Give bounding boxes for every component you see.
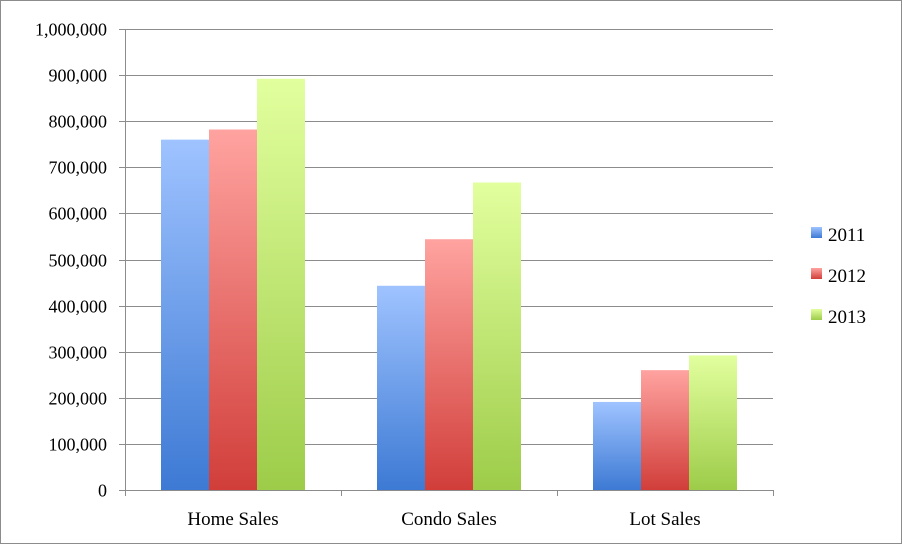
y-tick-label: 700,000 — [49, 158, 108, 178]
legend: 2011 2012 2013 — [811, 225, 866, 328]
x-category-label: Condo Sales — [401, 509, 497, 530]
legend-label: 2012 — [828, 266, 866, 287]
y-tick-label: 800,000 — [49, 112, 108, 132]
bars — [161, 78, 737, 491]
y-tick-label: 500,000 — [49, 251, 108, 271]
x-category-label: Lot Sales — [629, 509, 700, 530]
legend-label: 2011 — [828, 225, 865, 246]
bar — [641, 370, 689, 490]
axes — [119, 29, 774, 496]
legend-swatch — [811, 227, 822, 238]
bar — [209, 129, 257, 491]
y-tick-label: 400,000 — [49, 297, 108, 317]
x-axis-category-labels: Home Sales Condo Sales Lot Sales — [187, 509, 700, 530]
legend-swatch — [811, 309, 822, 320]
bar — [425, 239, 473, 490]
legend-label: 2013 — [828, 307, 866, 328]
bar — [257, 78, 305, 491]
bar — [473, 182, 521, 490]
y-tick-label: 1,000,000 — [35, 20, 107, 40]
y-tick-label: 600,000 — [49, 204, 108, 224]
y-tick-label: 200,000 — [49, 389, 108, 409]
bar — [377, 285, 425, 490]
legend-swatch — [811, 268, 822, 279]
bar — [593, 401, 641, 490]
y-tick-label: 300,000 — [49, 343, 108, 363]
y-tick-label: 0 — [98, 481, 107, 501]
y-tick-label: 900,000 — [49, 66, 108, 86]
x-category-label: Home Sales — [187, 509, 278, 530]
bar — [689, 355, 737, 490]
bar — [161, 139, 209, 490]
y-axis-tick-labels: 0 100,000 200,000 300,000 400,000 500,000 600,… — [35, 20, 107, 501]
y-tick-label: 100,000 — [49, 435, 108, 455]
